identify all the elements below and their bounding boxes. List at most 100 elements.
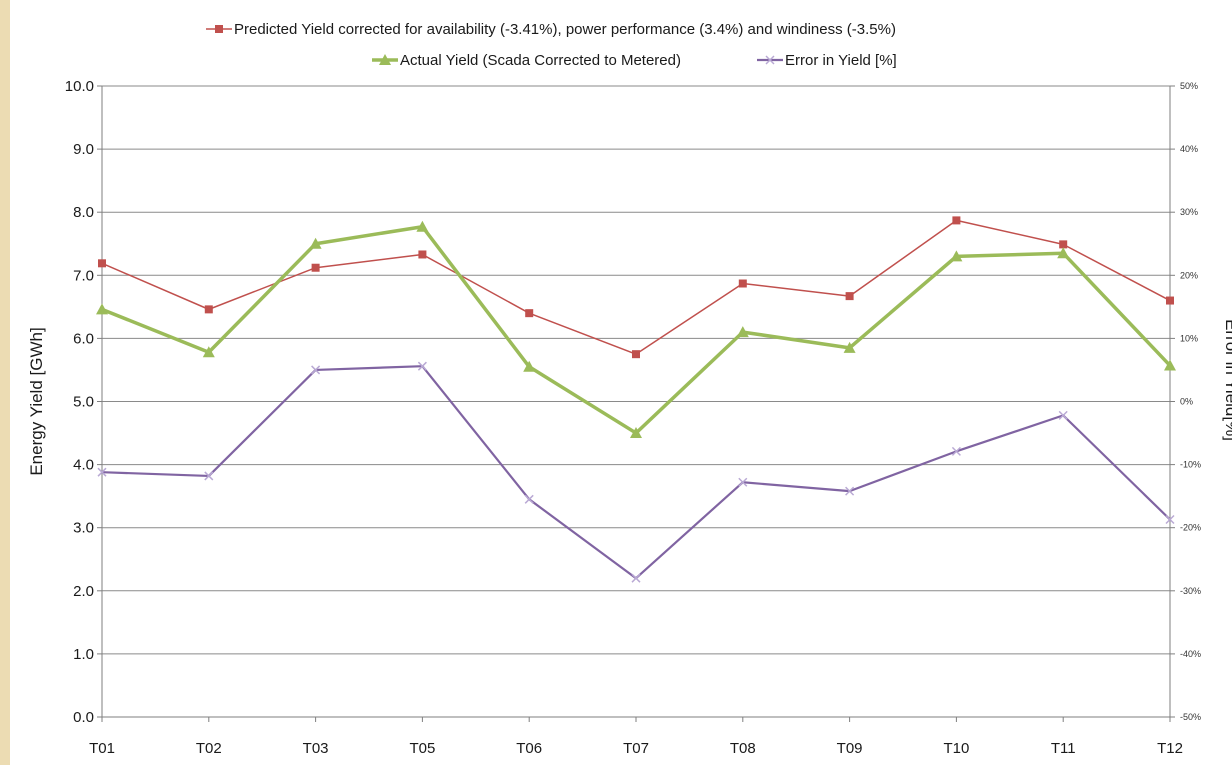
data-point — [1166, 296, 1174, 305]
data-point — [1059, 240, 1068, 249]
y-tick-label: 3.0 — [73, 520, 94, 537]
y-tick-label: 9.0 — [73, 141, 94, 158]
marker-stroke — [951, 446, 961, 456]
y2-tick-label: 0% — [1180, 397, 1193, 407]
x-tick-label: T07 — [623, 740, 649, 757]
legend-swatch-marker — [765, 55, 775, 65]
data-point — [952, 216, 961, 225]
legend-swatch-marker — [379, 54, 391, 65]
y2-tick-label: 20% — [1180, 270, 1198, 280]
data-point — [204, 471, 214, 481]
data-point — [97, 467, 107, 477]
data-point — [96, 303, 108, 315]
series-layer — [96, 216, 1176, 583]
y2-tick-label: -20% — [1180, 523, 1201, 533]
marker-stroke — [631, 573, 641, 583]
legend-item-2: Actual Yield (Scada Corrected to Metered… — [372, 52, 681, 69]
legend-item-3: Error in Yield [%] — [757, 52, 897, 69]
y2-tick-label: -30% — [1180, 586, 1201, 596]
data-point — [525, 309, 534, 318]
x-tick-label: T05 — [409, 740, 435, 757]
axis-labels: 0.0 1.0 2.0 3.0 4.0 5.0 6.0 7.0 8.0 9.0 10.0 -50% -4… — [27, 78, 1232, 757]
axes — [97, 85, 1175, 722]
y-tick-label: 6.0 — [73, 330, 94, 347]
y2-tick-label: 10% — [1180, 333, 1198, 343]
series-2 — [96, 220, 1176, 439]
legend: Predicted Yield corrected for availabili… — [206, 21, 897, 69]
x-tick-label: T06 — [516, 740, 542, 757]
data-point — [416, 220, 429, 232]
marker-stroke — [97, 467, 107, 477]
data-point — [524, 494, 534, 504]
y2-tick-label: 50% — [1180, 81, 1198, 91]
marker-stroke — [417, 361, 427, 371]
x-tick-label: T08 — [730, 740, 756, 757]
data-point — [738, 477, 748, 487]
y-tick-label: 4.0 — [73, 457, 94, 474]
data-point — [631, 573, 641, 583]
marker-stroke — [765, 55, 775, 65]
marker-stroke — [204, 471, 214, 481]
series-line — [101, 365, 1171, 580]
marker-stroke — [524, 494, 534, 504]
data-point — [523, 360, 536, 372]
data-point — [738, 279, 747, 288]
data-point — [951, 446, 961, 456]
legend-item-1: Predicted Yield corrected for availabili… — [206, 21, 896, 38]
y-tick-label: 7.0 — [73, 267, 94, 284]
series-3 — [97, 361, 1175, 583]
y2-axis-title: Error in Yield[%] — [1222, 319, 1232, 441]
data-point — [632, 350, 640, 359]
data-point — [418, 250, 427, 259]
data-point — [311, 365, 321, 375]
y2-tick-label: -40% — [1180, 649, 1201, 659]
data-point — [1058, 410, 1068, 420]
x-tick-label: T10 — [943, 740, 969, 757]
data-point — [845, 486, 855, 496]
x-tick-label: T11 — [1051, 740, 1076, 757]
data-point — [311, 263, 320, 272]
marker-stroke — [311, 365, 321, 375]
data-point — [950, 250, 963, 262]
x-tick-label: T03 — [303, 740, 329, 757]
legend-swatch-marker — [215, 25, 223, 33]
data-point — [202, 346, 215, 358]
legend-label: Actual Yield (Scada Corrected to Metered… — [400, 52, 681, 69]
data-point — [309, 237, 322, 249]
gridlines — [102, 85, 1170, 655]
y-axis-title: Energy Yield [GWh] — [27, 327, 46, 475]
marker-stroke — [845, 486, 855, 496]
x-tick-label: T02 — [196, 740, 222, 757]
series-line — [101, 224, 1172, 435]
x-tick-label: T12 — [1157, 740, 1183, 757]
x-tick-label: T09 — [837, 740, 863, 757]
data-point — [1057, 247, 1070, 259]
y2-tick-label: 40% — [1180, 144, 1198, 154]
y-tick-label: 0.0 — [73, 709, 94, 726]
y2-tick-label: -10% — [1180, 460, 1201, 470]
data-point — [417, 361, 427, 371]
y2-tick-label: -50% — [1180, 712, 1201, 722]
y-tick-label: 8.0 — [73, 204, 94, 221]
data-point — [843, 341, 856, 353]
chart-frame: Predicted Yield corrected for availabili… — [10, 0, 1232, 765]
y-tick-label: 1.0 — [73, 646, 94, 663]
line-chart: Predicted Yield corrected for availabili… — [27, 21, 1232, 757]
legend-label: Error in Yield [%] — [785, 52, 897, 69]
data-point — [1164, 359, 1176, 371]
x-tick-label: T01 — [89, 740, 115, 757]
marker-stroke — [1165, 514, 1175, 525]
data-point — [736, 326, 749, 338]
data-point — [845, 292, 854, 301]
data-point — [1165, 514, 1175, 525]
y2-tick-label: 30% — [1180, 207, 1198, 217]
series-1 — [98, 216, 1174, 359]
data-point — [204, 305, 213, 314]
data-point — [98, 259, 106, 268]
marker-stroke — [1058, 410, 1068, 420]
data-point — [630, 427, 642, 439]
y-tick-label: 5.0 — [73, 394, 94, 411]
y-tick-label: 10.0 — [65, 78, 94, 95]
y-tick-label: 2.0 — [73, 583, 94, 600]
series-line — [101, 219, 1171, 355]
